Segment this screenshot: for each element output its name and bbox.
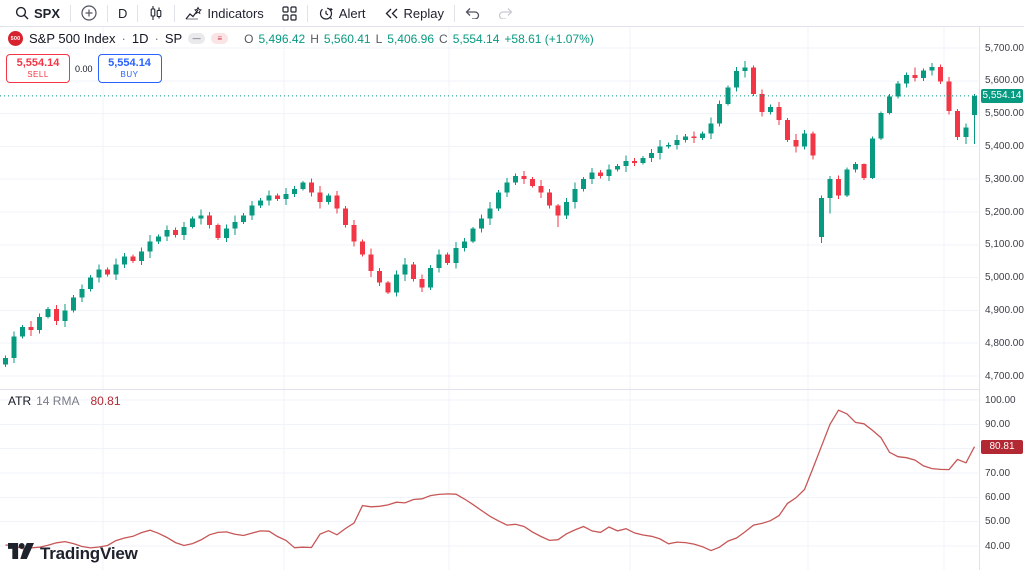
axis-tick-label: 4,800.00 — [985, 337, 1024, 349]
toolbar-divider — [137, 4, 139, 22]
axis-tick-label: 70.00 — [985, 467, 1011, 479]
tradingview-logo-icon — [8, 543, 34, 564]
chart-type-button[interactable] — [139, 0, 173, 27]
atr-value-label: 80.81 — [981, 439, 1023, 454]
undo-button[interactable] — [456, 0, 489, 27]
interval-button[interactable]: D — [109, 0, 136, 27]
buy-price: 5,554.14 — [108, 57, 151, 69]
alert-button[interactable]: Alert — [309, 0, 375, 27]
high-value: 5,560.41 — [323, 31, 371, 46]
undo-arrow-icon — [465, 7, 480, 19]
toolbar-divider — [107, 4, 109, 22]
alarm-clock-icon — [318, 5, 334, 21]
buy-button[interactable]: 5,554.14 BUY — [97, 54, 162, 83]
alert-label: Alert — [338, 5, 366, 21]
axis-tick-label: 5,000.00 — [985, 272, 1024, 284]
layout-grid-icon — [282, 5, 297, 21]
indicator-legend[interactable]: ATR 14 RMA 80.81 — [8, 394, 121, 408]
chart-plot-area[interactable] — [0, 0, 978, 570]
plus-circle-icon — [81, 5, 97, 21]
symbol-legend: 500 S&P 500 Index · 1D · SP — ≡ O 5,496.4… — [8, 31, 594, 46]
sell-price: 5,554.14 — [16, 57, 60, 69]
indicator-value: 80.81 — [90, 394, 121, 408]
pane-separator[interactable] — [0, 389, 1024, 390]
axis-tick-label: 90.00 — [985, 418, 1011, 430]
close-label: C — [439, 31, 448, 46]
eye-icon[interactable]: — — [188, 33, 206, 44]
replay-button[interactable]: Replay — [375, 0, 453, 27]
redo-button[interactable] — [489, 0, 522, 27]
atr-line-series — [5, 409, 976, 552]
axis-tick-label: 5,200.00 — [985, 206, 1024, 218]
sell-label: SELL — [27, 70, 49, 79]
axis-tick-label: 4,900.00 — [985, 304, 1024, 316]
toolbar-divider — [306, 4, 308, 22]
toolbar-divider — [70, 4, 72, 22]
change-value: +58.61 (+1.07%) — [504, 31, 594, 46]
price-axis[interactable]: 5,700.00 5,600.00 5,500.00 5,400.00 5,300.00… — [979, 27, 1024, 570]
indicators-label: Indicators — [207, 5, 264, 21]
symbol-logo: 500 — [8, 31, 23, 46]
tradingview-logo-text: TradingView — [40, 543, 138, 563]
replay-label: Replay — [403, 5, 444, 21]
low-label: L — [375, 31, 383, 46]
top-toolbar: SPX D In — [0, 0, 1024, 27]
symbol-title[interactable]: S&P 500 Index — [29, 31, 116, 46]
high-label: H — [310, 31, 319, 46]
indicator-name: ATR — [8, 394, 32, 408]
axis-tick-label: 5,100.00 — [985, 239, 1024, 251]
axis-tick-label: 5,500.00 — [985, 108, 1024, 120]
indicator-params: 14 RMA — [36, 394, 80, 408]
legend-separator: · — [121, 31, 126, 46]
axis-tick-label: 60.00 — [985, 491, 1011, 503]
trade-panel: 5,554.14 SELL 0.00 5,554.14 BUY — [6, 54, 162, 83]
sell-button[interactable]: 5,554.14 SELL — [6, 54, 70, 83]
buy-label: BUY — [120, 70, 139, 79]
menu-icon[interactable]: ≡ — [211, 33, 229, 44]
indicators-icon — [185, 5, 203, 21]
rewind-icon — [384, 7, 399, 20]
indicators-button[interactable]: Indicators — [176, 0, 272, 27]
axis-tick-label: 5,400.00 — [985, 140, 1024, 152]
ohlc-values: O 5,496.42 H 5,560.41 L 5,406.96 C 5,554.14 … — [244, 32, 594, 46]
candlestick-icon — [148, 5, 164, 21]
legend-separator: · — [154, 31, 159, 46]
symbol-label: SPX — [34, 5, 61, 21]
axis-tick-label: 50.00 — [985, 516, 1011, 528]
tradingview-watermark[interactable]: TradingView — [8, 543, 138, 564]
legend-interval[interactable]: 1D — [131, 31, 149, 46]
axis-tick-label: 4,700.00 — [985, 370, 1024, 382]
close-value: 5,554.14 — [452, 31, 500, 46]
candlestick-series — [3, 61, 977, 368]
axis-tick-label: 5,600.00 — [985, 75, 1024, 87]
axis-tick-label: 40.00 — [985, 540, 1011, 552]
indicator-templates-button[interactable] — [273, 0, 306, 27]
low-value: 5,406.96 — [387, 31, 435, 46]
search-icon — [15, 6, 29, 20]
redo-arrow-icon — [498, 7, 513, 19]
interval-label: D — [118, 5, 128, 21]
toolbar-divider — [174, 4, 176, 22]
grid-lines — [0, 27, 978, 570]
axis-tick-label: 100.00 — [985, 394, 1016, 406]
spread-value: 0.00 — [70, 63, 98, 74]
last-price-label: 5,554.14 — [981, 88, 1023, 103]
axis-tick-label: 5,700.00 — [985, 42, 1024, 54]
symbol-search-button[interactable]: SPX — [6, 0, 69, 27]
open-value: 5,496.42 — [258, 31, 306, 46]
compare-add-button[interactable] — [72, 0, 106, 27]
toolbar-divider — [453, 4, 455, 22]
open-label: O — [244, 31, 254, 46]
legend-exchange[interactable]: SP — [164, 31, 183, 46]
axis-tick-label: 5,300.00 — [985, 173, 1024, 185]
